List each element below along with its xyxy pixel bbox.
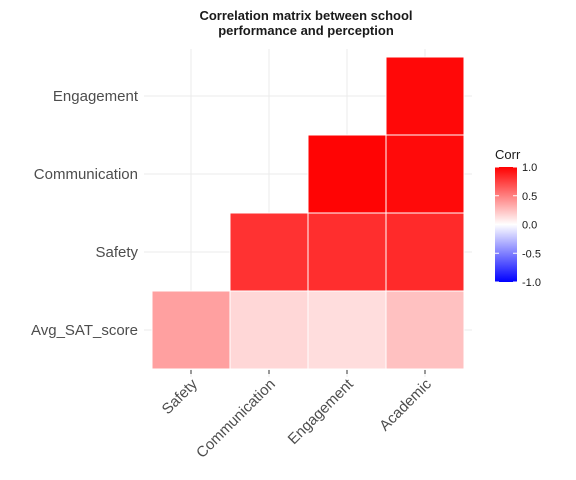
y-tick-label-communication: Communication	[34, 166, 138, 183]
legend-title: Corr	[495, 147, 521, 162]
heatmap-cell-communication-avg_sat_score	[229, 290, 309, 370]
y-tick-label-avg_sat_score: Avg_SAT_score	[31, 322, 138, 339]
legend-colorbar	[495, 167, 517, 282]
x-tick-label-communication: Communication	[193, 376, 279, 462]
y-tick-label-engagement: Engagement	[53, 88, 139, 105]
y-tick-label-safety: Safety	[95, 244, 138, 261]
heatmap-cell-engagement-avg_sat_score	[307, 290, 387, 370]
heatmap-cell-academic-safety	[385, 212, 465, 292]
legend-tick-label: -0.5	[522, 248, 541, 260]
legend-tick-label: 0.0	[522, 220, 537, 232]
heatmap-cell-safety-avg_sat_score	[151, 290, 231, 370]
heatmap-cell-academic-avg_sat_score	[385, 290, 465, 370]
legend-tick-label: 1.0	[522, 162, 537, 174]
heatmap-cell-communication-safety	[229, 212, 309, 292]
heatmap-cell-engagement-safety	[307, 212, 387, 292]
heatmap-cell-academic-engagement	[385, 56, 465, 136]
chart-title-line-1: Correlation matrix between school	[199, 8, 412, 23]
x-tick-label-engagement: Engagement	[285, 375, 358, 448]
x-tick-label-academic: Academic	[376, 375, 435, 434]
legend-tick-label: 0.5	[522, 191, 537, 203]
x-tick-label-safety: Safety	[159, 375, 201, 417]
chart-title-line-2: performance and perception	[218, 23, 394, 38]
heatmap-cell-academic-communication	[385, 134, 465, 214]
heatmap-cell-engagement-communication	[307, 134, 387, 214]
y-axis: Avg_SAT_score Safety Communication Engageme…	[31, 88, 139, 339]
legend-tick-label: -1.0	[522, 277, 541, 289]
heatmap-cells	[151, 56, 465, 370]
legend: Corr 1.0 0.5 0.0 -0.5 -1.0	[495, 147, 541, 289]
